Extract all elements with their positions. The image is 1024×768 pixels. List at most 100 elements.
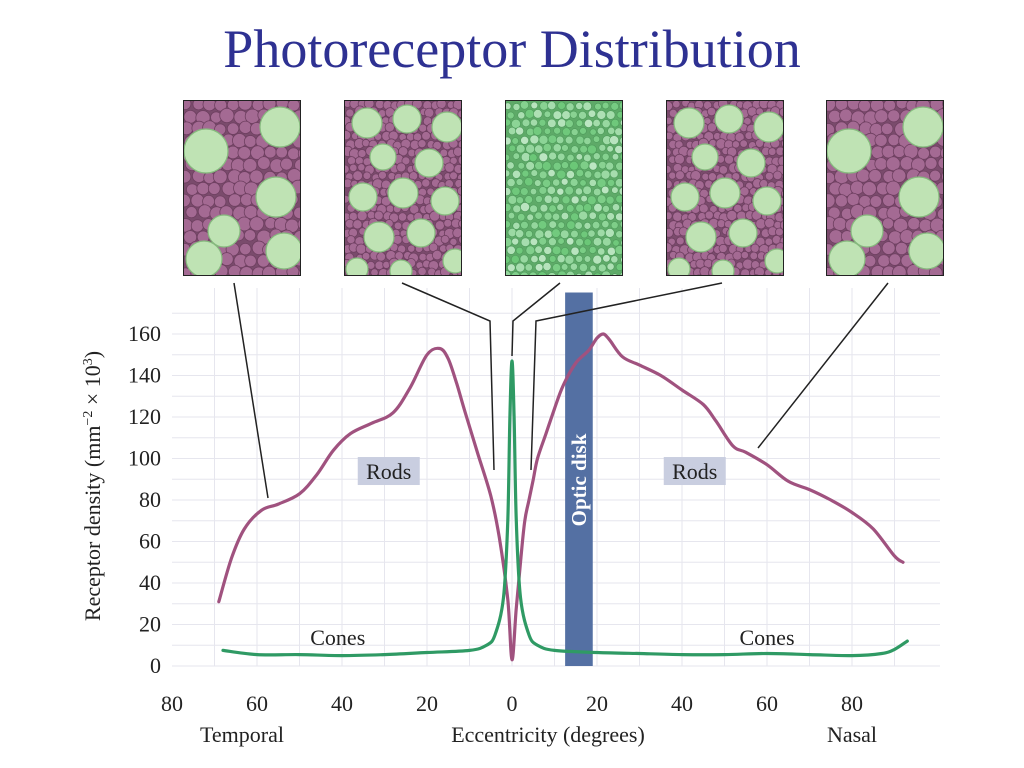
cone-cell — [387, 177, 419, 209]
rod-cell — [299, 102, 300, 109]
cone-cell — [207, 214, 241, 248]
cone-cell — [521, 169, 530, 178]
cone-cell — [584, 170, 593, 179]
cone-cell — [569, 110, 578, 119]
cone-cell — [579, 246, 587, 254]
cone-cell — [538, 170, 548, 180]
cone-cell — [588, 211, 597, 220]
rod-cell — [185, 206, 198, 219]
rod-cell — [396, 162, 407, 173]
leader-line — [511, 282, 561, 357]
cone-cell — [570, 246, 580, 256]
rod-cell — [781, 139, 783, 148]
cone-cell — [827, 128, 872, 174]
cone-cell — [620, 119, 622, 127]
cone-cell — [363, 221, 395, 253]
rod-cell — [417, 139, 427, 149]
rod-cell — [869, 195, 883, 208]
cone-cell — [621, 170, 622, 176]
cone-cell — [596, 178, 607, 189]
cone-cell — [516, 144, 526, 154]
x-tick-label: 20 — [416, 691, 438, 716]
cone-cell — [506, 178, 516, 187]
cone-cell — [534, 144, 544, 154]
cone-cell — [530, 101, 539, 110]
cone-cell — [552, 178, 561, 187]
cone-cell — [601, 185, 610, 195]
cone-cell — [611, 153, 620, 161]
cone-cell — [612, 203, 620, 212]
cone-cell — [583, 222, 592, 230]
cone-cell — [259, 106, 300, 148]
micrograph-temporal-periphery — [183, 100, 301, 276]
cone-cell — [512, 103, 521, 111]
cone-cell — [601, 101, 610, 110]
cone-cell — [512, 169, 521, 179]
rod-cell — [421, 178, 431, 188]
rod-cell — [942, 196, 943, 203]
cone-cell — [908, 232, 943, 270]
y-tick-label: 160 — [128, 321, 161, 346]
cone-cell — [529, 237, 538, 246]
rod-cell — [249, 169, 264, 184]
cone-cell — [606, 110, 616, 120]
rod-cell — [457, 109, 461, 119]
rod-cell — [239, 242, 252, 256]
cone-cell — [579, 179, 587, 187]
cone-cell — [406, 218, 436, 248]
cone-cell — [753, 111, 783, 143]
x-tick-label: 40 — [671, 691, 693, 716]
cone-cell — [611, 186, 619, 194]
cone-cell — [601, 220, 610, 229]
annotations: Rods Rods Cones Cones — [310, 457, 795, 650]
cone-cell — [565, 119, 574, 128]
rod-cell — [942, 223, 943, 229]
rod-cell — [460, 215, 461, 221]
cone-cell — [510, 255, 520, 264]
cone-cell — [588, 161, 598, 171]
rod-cell — [667, 211, 673, 221]
cone-cell — [534, 245, 543, 254]
cone-cell — [569, 161, 579, 171]
cone-cell — [532, 126, 543, 136]
cone-cell — [596, 127, 605, 135]
cone-cell — [530, 118, 538, 127]
cone-cell — [575, 187, 583, 196]
rod-cell — [929, 101, 943, 112]
cone-cell — [598, 143, 607, 152]
cone-cell — [605, 195, 615, 205]
cone-cell — [524, 195, 533, 204]
rod-cell — [293, 206, 300, 220]
cone-cell — [506, 270, 511, 275]
rod-cell — [891, 168, 907, 183]
rod-cell — [214, 101, 228, 112]
cone-cell — [511, 137, 519, 145]
rod-cell — [440, 234, 450, 244]
cone-cell — [506, 118, 511, 127]
rod-cell — [924, 157, 938, 170]
series-line-rods — [217, 332, 905, 662]
cone-cell — [602, 237, 612, 247]
cone-cell — [551, 195, 560, 204]
cone-cell — [594, 102, 602, 111]
rod-cell — [778, 107, 783, 117]
rod-cell — [941, 171, 943, 182]
cone-cell — [574, 221, 583, 230]
cone-cell — [530, 169, 538, 177]
cone-cell — [265, 232, 300, 270]
rod-cell — [184, 101, 192, 110]
cone-cell — [508, 144, 516, 153]
cone-cell — [597, 263, 607, 273]
leader-line — [757, 282, 889, 449]
micrograph-nasal-near-fovea — [666, 100, 784, 276]
cone-cell — [507, 263, 516, 272]
cone-cell — [528, 153, 538, 162]
rods-label-bg — [357, 457, 420, 486]
cone-cell — [507, 212, 516, 220]
rod-cell — [940, 147, 943, 160]
rod-cell — [942, 101, 943, 107]
cone-cell — [369, 143, 397, 171]
optic-disk-band: Optic disk — [565, 292, 593, 666]
cone-cell — [557, 270, 567, 275]
cone-cell — [520, 136, 529, 145]
